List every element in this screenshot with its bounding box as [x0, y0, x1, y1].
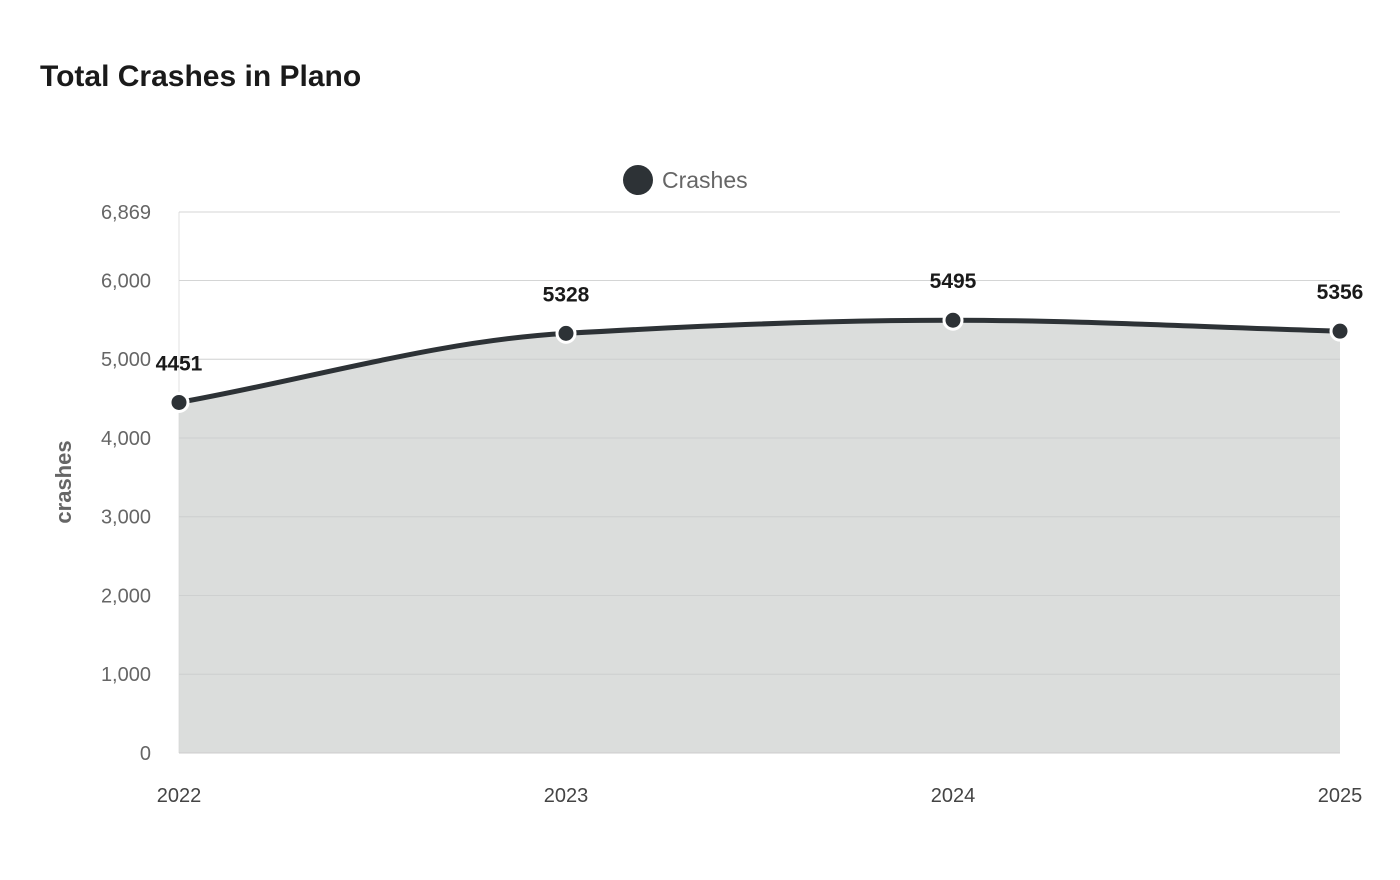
legend-label: Crashes: [662, 167, 748, 193]
y-tick-label: 0: [140, 743, 151, 765]
data-point: [555, 322, 577, 344]
data-point: [1329, 320, 1351, 342]
series-area-fill: [179, 320, 1340, 753]
x-tick-label: 2025: [1318, 785, 1363, 807]
chart-title: Total Crashes in Plano: [40, 60, 362, 93]
data-label: 5328: [543, 283, 590, 306]
data-point: [168, 391, 190, 413]
y-tick-label: 6,869: [101, 202, 151, 224]
data-point: [942, 309, 964, 331]
data-label: 5495: [930, 270, 977, 293]
y-tick-label: 4,000: [101, 428, 151, 450]
y-tick-label: 3,000: [101, 507, 151, 529]
y-tick-label: 2,000: [101, 585, 151, 607]
x-tick-label: 2023: [544, 785, 589, 807]
y-tick-label: 1,000: [101, 664, 151, 686]
y-tick-label: 5,000: [101, 349, 151, 371]
y-tick-label: 6,000: [101, 270, 151, 292]
data-label: 5356: [1317, 281, 1364, 304]
x-tick-label: 2022: [157, 785, 202, 807]
y-axis-label: crashes: [51, 440, 76, 523]
series-line: [176, 317, 1343, 405]
x-tick-label: 2024: [931, 785, 976, 807]
legend-marker: [623, 165, 653, 195]
data-label: 4451: [156, 352, 203, 375]
